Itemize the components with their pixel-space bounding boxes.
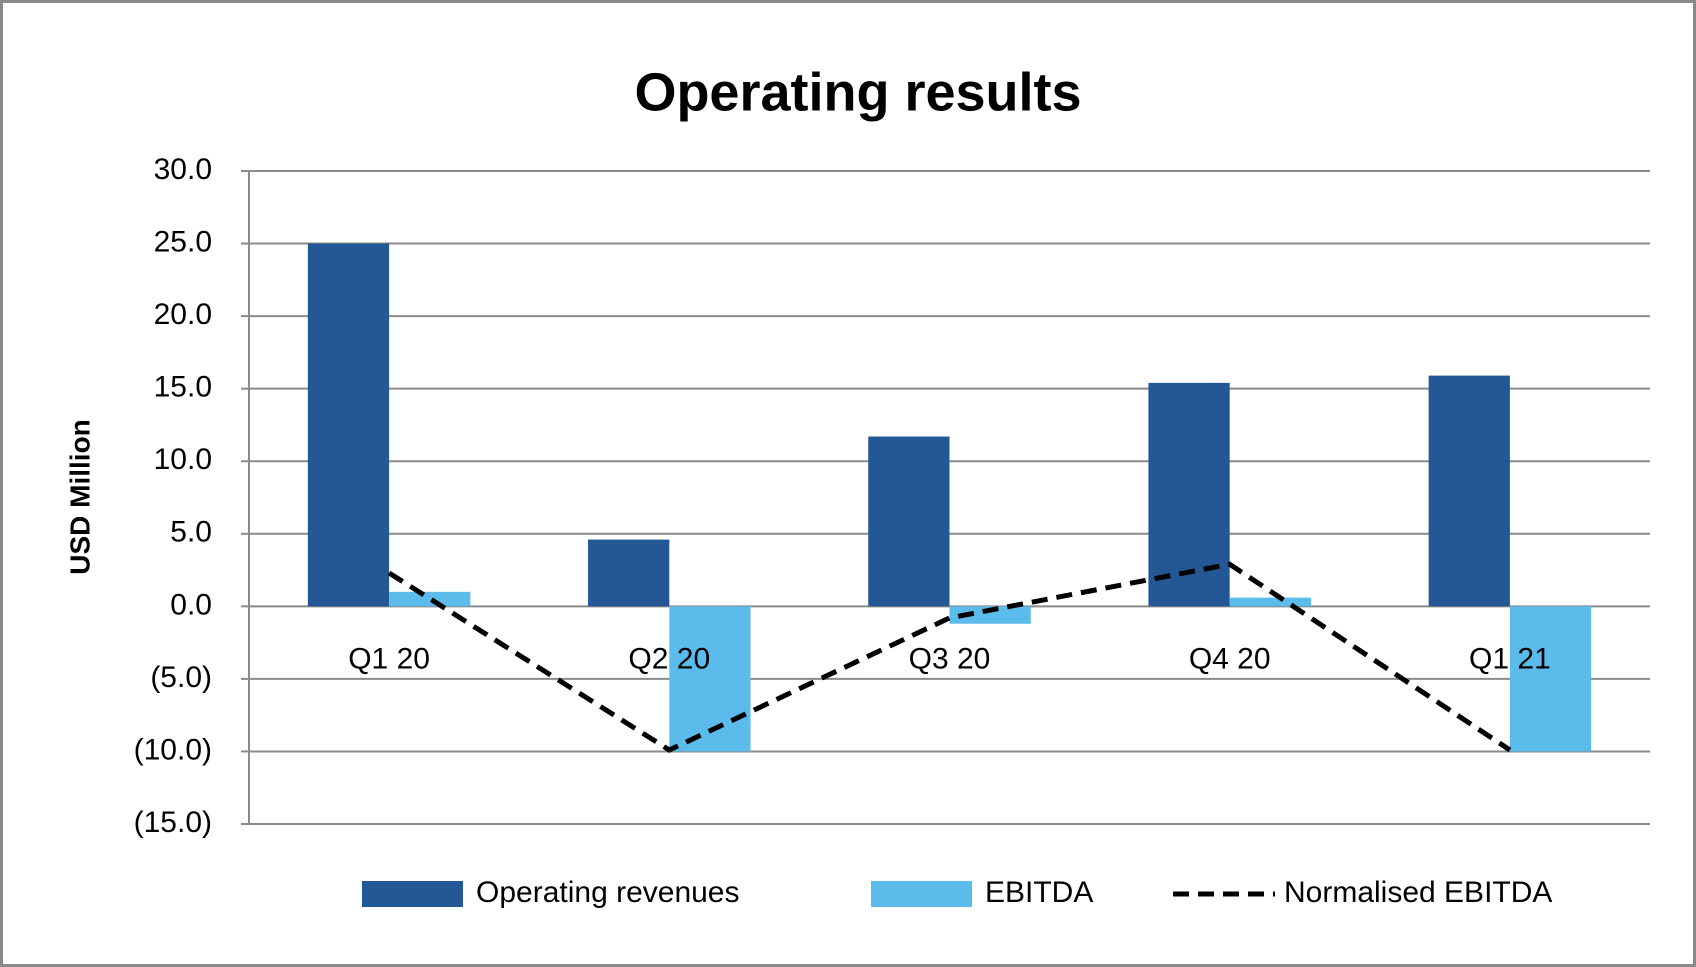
y-tick-label: (10.0) xyxy=(134,733,212,766)
bar xyxy=(1509,606,1592,752)
bar xyxy=(669,606,751,752)
bar xyxy=(389,591,471,607)
legend-label: Operating revenues xyxy=(476,876,740,909)
x-tick-label: Q1 20 xyxy=(348,642,430,675)
y-tick-label: 30.0 xyxy=(154,153,212,186)
legend-label: Normalised EBITDA xyxy=(1284,876,1552,909)
x-tick-label: Q3 20 xyxy=(909,642,991,675)
bar xyxy=(949,606,1031,624)
y-tick-label: 0.0 xyxy=(170,588,212,621)
y-tick-label: (5.0) xyxy=(150,661,212,694)
y-tick-label: 10.0 xyxy=(154,443,212,476)
bar xyxy=(1428,375,1510,607)
legend-swatch xyxy=(362,881,463,907)
y-tick-label: 20.0 xyxy=(154,298,212,331)
bar xyxy=(1229,597,1311,607)
y-tick-label: (15.0) xyxy=(134,806,212,839)
x-tick-label: Q4 20 xyxy=(1189,642,1271,675)
x-tick-label: Q1 21 xyxy=(1469,642,1551,675)
bar xyxy=(868,436,950,607)
y-tick-label: 25.0 xyxy=(154,225,212,258)
bar xyxy=(588,539,670,607)
y-tick-label: 15.0 xyxy=(154,371,212,404)
y-tick-label: 5.0 xyxy=(170,516,212,549)
legend-label: EBITDA xyxy=(985,876,1093,909)
chart-title: Operating results xyxy=(634,62,1081,122)
x-tick-label: Q2 20 xyxy=(628,642,710,675)
y-axis-label: USD Million xyxy=(64,419,95,575)
legend-swatch xyxy=(871,881,972,907)
line-series xyxy=(387,561,1512,753)
bar xyxy=(307,243,390,607)
